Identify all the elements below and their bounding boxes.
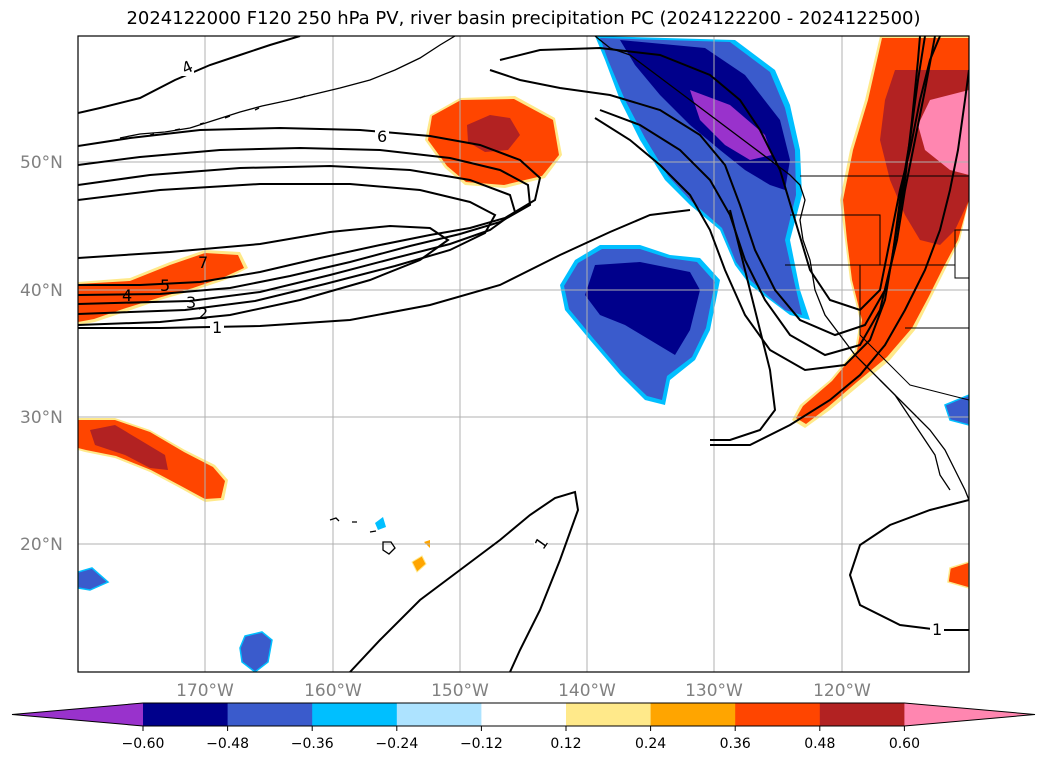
colorbar-tick-label: −0.12	[460, 736, 503, 752]
pv-contour-jet-5	[78, 224, 450, 326]
pv-contour-1-south	[349, 490, 580, 672]
figure-title: 2024122000 F120 250 hPa PV, river basin …	[126, 8, 921, 29]
colorbar-segment	[396, 703, 482, 726]
negative-region-small-south	[239, 631, 273, 672]
pv-contour-1-southeast	[848, 499, 969, 631]
lon-label-130w: 130°W	[685, 681, 743, 701]
baja-coast	[879, 379, 951, 491]
contour-label-3: 3	[186, 293, 196, 312]
contour-label-5: 5	[160, 276, 170, 295]
pv-contour-ridge-3	[599, 36, 926, 357]
colorbar-extend-min	[12, 703, 143, 726]
lon-label-120w: 120°W	[813, 681, 871, 701]
pv-contour-ridge-4	[594, 36, 921, 372]
hawaii-islands	[329, 517, 396, 555]
bc-coast	[594, 36, 969, 501]
colorbar-segment	[650, 703, 736, 726]
colorbar: −0.60 −0.48 −0.36 −0.24 −0.12 0.12 0.24 0.36 0.4…	[11, 702, 1036, 752]
colorbar-tick-label: −0.60	[122, 736, 165, 752]
colorbar-tick-label: −0.36	[291, 736, 334, 752]
contour-label-1-west: 1	[212, 318, 222, 337]
negative-region-hawaii	[375, 517, 386, 530]
state-border-2	[859, 265, 969, 401]
lon-label-170w: 170°W	[176, 681, 234, 701]
colorbar-segment	[312, 703, 398, 726]
positive-region-southeast	[947, 561, 969, 589]
colorbar-extend-max	[904, 703, 1035, 726]
gridlines	[78, 36, 969, 672]
lon-label-140w: 140°W	[558, 681, 616, 701]
pv-contour-ridge-2	[489, 36, 936, 337]
latitude-labels: 50°N 40°N 30°N 20°N	[20, 153, 63, 555]
colorbar-segment	[735, 703, 821, 726]
pv-contour-jet-4	[78, 183, 497, 315]
colorbar-segment	[481, 703, 567, 726]
contour-labels: 4 6 7 5 4 3 2 1 1 1	[122, 57, 944, 639]
pv-contour-trough-2	[710, 209, 777, 441]
positive-region-hawaii	[411, 555, 427, 573]
colorbar-segment	[143, 703, 229, 726]
precip-fill-layer	[78, 36, 969, 672]
contour-label-6: 6	[377, 127, 387, 146]
negative-region-pnw-core	[690, 90, 772, 160]
pv-contour-jet-2	[78, 146, 532, 296]
colorbar-tick-label: −0.48	[206, 736, 249, 752]
lat-label-30n: 30°N	[20, 408, 63, 428]
pv-contours	[78, 36, 969, 672]
pv-contour-jet-3	[78, 164, 517, 305]
state-border-1	[785, 214, 881, 266]
positive-region-west-jet-mid	[78, 253, 244, 322]
pv-contour-ridge-1	[499, 36, 941, 312]
positive-region-gulf-alaska-core	[467, 115, 520, 152]
colorbar-tick-label: 0.12	[550, 736, 581, 752]
pv-contour-jet-1	[78, 126, 542, 286]
colorbar-tick-label: 0.24	[635, 736, 666, 752]
contour-label-4: 4	[122, 286, 132, 305]
lat-label-20n: 20°N	[20, 535, 63, 555]
lon-label-160w: 160°W	[304, 681, 362, 701]
positive-region-subtropical-core	[90, 425, 168, 470]
coastlines	[119, 36, 969, 555]
alaska-coast	[119, 36, 456, 139]
pv-contour-trough-1	[710, 69, 969, 446]
colorbar-tick-label: 0.48	[804, 736, 835, 752]
borders	[785, 175, 969, 401]
colorbar-segment	[819, 703, 905, 726]
colorbar-segment	[566, 703, 652, 726]
contour-label-1-southeast: 1	[932, 620, 942, 639]
longitude-labels: 170°W 160°W 150°W 140°W 130°W 120°W	[176, 681, 871, 701]
negative-region-central-dark	[585, 262, 700, 355]
colorbar-tick-label: −0.24	[375, 736, 418, 752]
map-frame	[77, 35, 970, 673]
lat-label-50n: 50°N	[20, 153, 63, 173]
lon-label-150w: 150°W	[431, 681, 489, 701]
colorbar-tick-label: 0.60	[889, 736, 920, 752]
colorbar-segment	[227, 703, 313, 726]
colorbar-tick-label: 0.36	[720, 736, 751, 752]
lat-label-40n: 40°N	[20, 281, 63, 301]
contour-label-7: 7	[198, 253, 208, 272]
state-border-3	[880, 229, 969, 279]
negative-region-small-west	[78, 567, 110, 591]
contour-label-2: 2	[198, 304, 208, 323]
